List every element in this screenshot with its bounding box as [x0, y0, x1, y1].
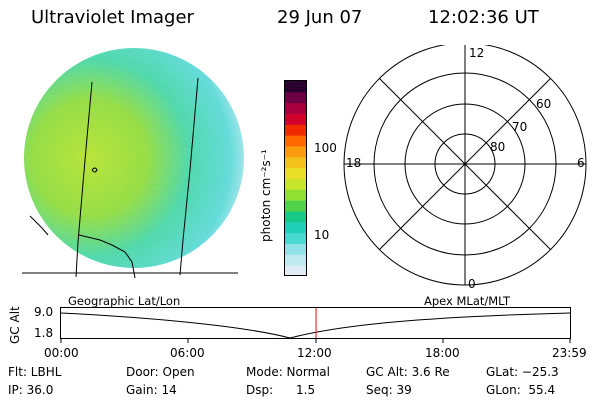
info-gc-alt: GC Alt: 3.6 Re — [366, 365, 450, 379]
geographic-label: Geographic Lat/Lon — [68, 294, 181, 308]
time-label: 12:02:36 UT — [428, 7, 539, 28]
apex-label: Apex MLat/MLT — [424, 294, 511, 308]
colorbar-cell — [285, 211, 307, 223]
mlt-label-12: 12 — [469, 46, 485, 60]
info-gain: Gain: 14 — [126, 383, 177, 397]
mlt-label-0: 0 — [468, 277, 476, 291]
info-dsp: Dsp: 1.5 — [246, 383, 316, 397]
polar-grid — [343, 45, 587, 286]
timeline-xtick-2359: 23:59 — [552, 346, 587, 360]
info-glat: GLat: −25.3 — [486, 365, 559, 379]
colorbar-cell — [285, 124, 307, 136]
lat-label-80: 80 — [490, 140, 506, 154]
uv-image-disk — [22, 48, 244, 279]
colorbar-tick-100: 100 — [314, 141, 337, 155]
colorbar-cell — [285, 178, 307, 190]
timeline-ylabel: GC Alt — [8, 306, 22, 344]
colorbar-cell — [285, 91, 307, 104]
colorbar-cell — [285, 167, 307, 179]
lat-label-60: 60 — [536, 97, 552, 111]
timeline-xtick-0600: 06:00 — [170, 346, 205, 360]
colorbar-cell — [285, 113, 307, 125]
colorbar-cell — [285, 221, 307, 234]
date-label: 29 Jun 07 — [277, 7, 363, 28]
timeline-ytick-1-8: 1.8 — [34, 326, 54, 340]
info-door: Door: Open — [126, 365, 195, 379]
colorbar-cell — [285, 243, 307, 255]
info-glon: GLon: 55.4 — [486, 383, 556, 397]
color-bar — [284, 80, 307, 276]
colorbar-cell — [285, 232, 307, 244]
mlt-label-18: 18 — [346, 156, 362, 170]
timeline-xtick-1800: 18:00 — [425, 346, 460, 360]
colorbar-cell — [285, 200, 307, 212]
colorbar-cell — [285, 135, 307, 147]
colorbar-cell — [285, 265, 307, 276]
instrument-title: Ultraviolet Imager — [31, 7, 194, 28]
timeline-ytick-9: 9.0 — [34, 305, 54, 319]
colorbar-cell — [285, 254, 307, 266]
timeline-xtick-1200: 12:00 — [297, 346, 332, 360]
timeline-xtick-0000: 00:00 — [44, 346, 79, 360]
colorbar-cell — [285, 81, 307, 93]
colorbar-cell — [285, 189, 307, 201]
info-mode: Mode: Normal — [246, 365, 330, 379]
altitude-timeline — [60, 307, 571, 343]
info-filter: Flt: LBHL — [8, 365, 62, 379]
lat-label-70: 70 — [512, 120, 528, 134]
colorbar-cell — [285, 102, 307, 114]
info-ip: IP: 36.0 — [8, 383, 54, 397]
info-seq: Seq: 39 — [366, 383, 412, 397]
colorbar-cell — [285, 146, 307, 158]
colorbar-tick-10: 10 — [314, 228, 330, 242]
colorbar-unit-label: photon cm⁻²s⁻¹ — [259, 149, 273, 242]
colorbar-cell — [285, 156, 307, 169]
mlt-label-6: 6 — [577, 156, 585, 170]
